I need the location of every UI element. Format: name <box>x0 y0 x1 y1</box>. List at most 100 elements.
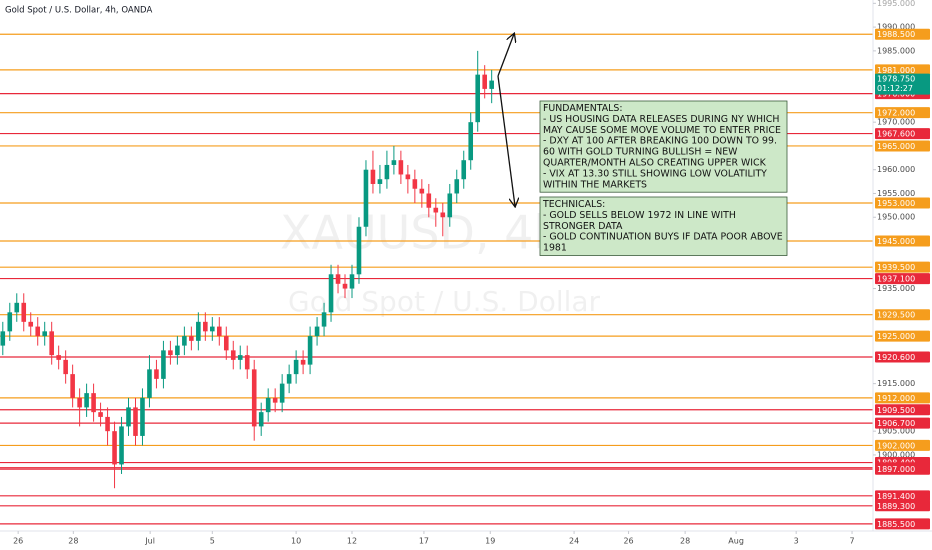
level-label-box <box>875 392 930 404</box>
y-tick-label: 1970.000 <box>877 118 915 127</box>
annotation-line: STRONGER DATA <box>543 221 623 232</box>
candle-body <box>91 393 96 413</box>
candle-body <box>377 179 383 184</box>
candle-body <box>447 193 453 218</box>
annotation-line: - VIX AT 13.30 STILL SHOWING LOW VOLATIL… <box>543 168 767 179</box>
level-label: 1906.700 <box>877 419 915 428</box>
level-label: 1981.000 <box>877 66 915 75</box>
candle-body <box>203 321 208 332</box>
annotation-line: - DXY AT 100 AFTER BREAKING 100 DOWN TO … <box>543 136 777 147</box>
x-tick-label: 19 <box>485 537 495 546</box>
candle-body <box>70 374 75 398</box>
candle-body <box>210 326 215 332</box>
candle-body <box>251 369 257 427</box>
y-tick-label: 1950.000 <box>877 213 915 222</box>
candle-body <box>140 397 145 436</box>
candle-body <box>433 207 439 213</box>
level-label: 1972.000 <box>877 109 915 118</box>
candle-body <box>272 397 278 403</box>
candle-body <box>384 164 390 180</box>
annotation-line: 1981 <box>543 243 567 254</box>
candle-body <box>314 326 320 337</box>
x-tick-label: 3 <box>794 537 799 546</box>
candle-body <box>258 412 264 427</box>
candle-body <box>461 160 467 180</box>
x-tick-label: 7 <box>850 537 855 546</box>
x-tick-label: 17 <box>419 537 429 546</box>
candle-body <box>370 169 376 184</box>
candle-body <box>363 169 369 227</box>
level-label: 1965.000 <box>877 142 915 151</box>
y-tick-label: 1935.000 <box>877 284 915 293</box>
level-label: 1925.000 <box>877 332 915 341</box>
level-label-box <box>875 28 930 40</box>
level-label-box <box>875 140 930 152</box>
level-label-box <box>875 518 930 530</box>
level-label: 1912.000 <box>877 394 915 403</box>
y-tick-label: 1905.000 <box>877 427 915 436</box>
y-tick-label: 1900.000 <box>877 450 915 459</box>
annotation-line: TECHNICALS: <box>542 199 605 210</box>
candle-body <box>147 369 152 398</box>
last-price-box <box>875 73 930 95</box>
x-tick-label: 10 <box>291 537 301 546</box>
candle-body <box>223 336 229 351</box>
x-tick-label: 24 <box>569 537 579 546</box>
candle-body <box>189 336 194 341</box>
candle-body <box>112 431 117 465</box>
candle-body <box>300 359 306 365</box>
annotation-line: QUARTER/MONTH ALSO CREATING UPPER WICK <box>543 158 767 169</box>
y-tick-label: 1960.000 <box>877 165 915 174</box>
candle-body <box>265 397 271 413</box>
x-tick-label: 26 <box>623 537 633 546</box>
last-price-label: 1978.750 <box>877 75 915 84</box>
annotation-line: MAY CAUSE SOME MOVE VOLUME TO ENTER PRIC… <box>543 125 781 136</box>
candle-body <box>230 350 236 360</box>
candle-body <box>454 179 460 194</box>
x-tick-label: 12 <box>347 537 357 546</box>
x-tick-label: 28 <box>68 537 78 546</box>
candle-body <box>14 302 20 313</box>
annotation-line: FUNDAMENTALS: <box>543 103 623 114</box>
candle-body <box>105 416 110 432</box>
y-tick-label: 1990.000 <box>877 23 915 32</box>
candle-body <box>49 331 54 356</box>
x-tick-label: 26 <box>13 537 23 546</box>
y-tick-label: 1955.000 <box>877 189 915 198</box>
level-label: 1909.500 <box>877 406 915 415</box>
annotation-line: 60 WITH GOLD TURNING BULLISH = NEW <box>543 147 737 158</box>
chart-title: Gold Spot / U.S. Dollar, 4h, OANDA <box>5 6 152 16</box>
candle-body <box>133 407 138 436</box>
candle-body <box>42 331 47 337</box>
candle-body <box>342 283 348 289</box>
annotation-line: WITHIN THE MARKETS <box>543 179 647 190</box>
candle-body <box>391 160 397 165</box>
candle-body <box>468 122 474 161</box>
candle-body <box>286 374 292 384</box>
level-label-box <box>875 404 930 416</box>
level-label-box <box>875 463 930 475</box>
watermark-name: Gold Spot / U.S. Dollar <box>288 285 601 318</box>
candle-body <box>216 326 222 337</box>
candle-body <box>168 350 173 356</box>
level-label: 1988.500 <box>877 30 915 39</box>
annotation-line: - GOLD CONTINUATION BUYS IF DATA POOR AB… <box>543 232 783 243</box>
candle-body <box>293 359 299 375</box>
level-label: 1902.000 <box>877 441 915 450</box>
x-tick-label: 28 <box>680 537 690 546</box>
candle-body <box>335 274 341 284</box>
candle-body <box>154 369 159 379</box>
level-label-box <box>875 261 930 273</box>
arrow-down <box>497 75 515 206</box>
level-label: 1891.400 <box>877 492 915 501</box>
candle-body <box>0 331 6 346</box>
candle-body <box>77 397 82 408</box>
candle-body <box>279 383 285 403</box>
level-label-box <box>875 439 930 451</box>
candle-body <box>482 74 487 89</box>
watermark: XAUUSD, 4h Gold Spot / U.S. Dollar <box>280 206 601 319</box>
candle-body <box>84 393 89 408</box>
level-label: 1939.500 <box>877 263 915 272</box>
candle-body <box>475 74 481 123</box>
